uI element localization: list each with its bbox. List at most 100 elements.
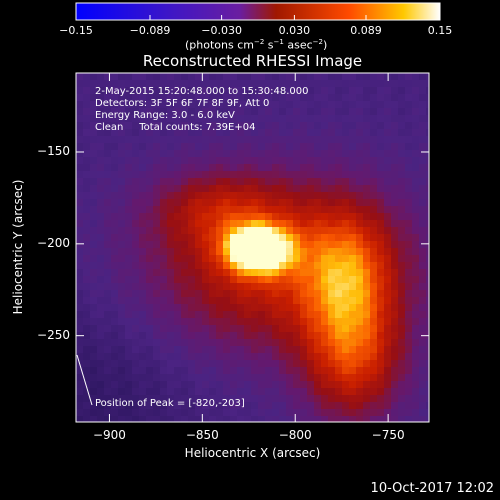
heatmap-cell xyxy=(181,290,189,298)
heatmap-cell xyxy=(237,374,245,382)
heatmap-cell xyxy=(83,353,91,361)
heatmap-cell xyxy=(188,185,196,193)
heatmap-cell xyxy=(258,94,266,102)
heatmap-cell xyxy=(412,339,420,347)
heatmap-cell xyxy=(244,185,252,193)
heatmap-cell xyxy=(223,213,231,221)
heatmap-cell xyxy=(307,248,315,256)
heatmap-cell xyxy=(405,332,413,340)
heatmap-cell xyxy=(279,101,287,109)
heatmap-cell xyxy=(153,227,161,235)
heatmap-cell xyxy=(230,402,238,410)
heatmap-cell xyxy=(104,304,112,312)
heatmap-cell xyxy=(356,129,364,137)
heatmap-cell xyxy=(279,241,287,249)
heatmap-cell xyxy=(195,241,203,249)
heatmap-cell xyxy=(293,381,301,389)
heatmap-cell xyxy=(412,199,420,207)
heatmap-cell xyxy=(83,94,91,102)
heatmap-cell xyxy=(209,381,217,389)
heatmap-cell xyxy=(153,129,161,137)
heatmap-cell xyxy=(391,269,399,277)
heatmap-cell xyxy=(216,192,224,200)
heatmap-cell xyxy=(384,332,392,340)
heatmap-cell xyxy=(90,262,98,270)
heatmap-cell xyxy=(160,143,168,151)
heatmap-cell xyxy=(223,409,231,417)
heatmap-cell xyxy=(118,220,126,228)
heatmap-cell xyxy=(300,157,308,165)
heatmap-cell xyxy=(188,248,196,256)
heatmap-cell xyxy=(258,150,266,158)
heatmap-cell xyxy=(412,87,420,95)
heatmap-cell xyxy=(307,388,315,396)
heatmap-cell xyxy=(286,136,294,144)
heatmap-cell xyxy=(237,73,245,81)
heatmap-cell xyxy=(335,367,343,375)
heatmap-cell xyxy=(300,374,308,382)
heatmap-cell xyxy=(279,283,287,291)
heatmap-cell xyxy=(286,150,294,158)
heatmap-cell xyxy=(181,164,189,172)
heatmap-cell xyxy=(279,94,287,102)
heatmap-cell xyxy=(195,192,203,200)
heatmap-cell xyxy=(412,395,420,403)
heatmap-cell xyxy=(90,136,98,144)
heatmap-cell xyxy=(419,136,427,144)
heatmap-cell xyxy=(307,395,315,403)
heatmap-cell xyxy=(153,157,161,165)
heatmap-cell xyxy=(139,388,147,396)
heatmap-cell xyxy=(237,304,245,312)
heatmap-cell xyxy=(335,87,343,95)
heatmap-cell xyxy=(188,325,196,333)
heatmap-cell xyxy=(377,213,385,221)
heatmap-cell xyxy=(188,178,196,186)
heatmap-cell xyxy=(412,234,420,242)
heatmap-cell xyxy=(174,388,182,396)
heatmap-cell xyxy=(244,332,252,340)
heatmap-cell xyxy=(230,416,238,422)
heatmap-cell xyxy=(230,80,238,88)
heatmap-cell xyxy=(209,164,217,172)
heatmap-cell xyxy=(377,157,385,165)
heatmap-cell xyxy=(398,304,406,312)
heatmap-cell xyxy=(342,129,350,137)
heatmap-cell xyxy=(195,178,203,186)
heatmap-cell xyxy=(293,395,301,403)
heatmap-cell xyxy=(76,164,84,172)
heatmap-cell xyxy=(265,199,273,207)
heatmap-cell xyxy=(349,136,357,144)
heatmap-cell xyxy=(76,388,84,396)
heatmap-cell xyxy=(370,171,378,179)
heatmap-cell xyxy=(391,325,399,333)
heatmap-cell xyxy=(300,269,308,277)
heatmap-cell xyxy=(328,136,336,144)
heatmap-cell xyxy=(265,101,273,109)
heatmap-cell xyxy=(230,129,238,137)
heatmap-cell xyxy=(328,360,336,368)
heatmap-cell xyxy=(209,129,217,137)
heatmap-cell xyxy=(412,220,420,228)
heatmap-cell xyxy=(111,227,119,235)
heatmap-cell xyxy=(307,353,315,361)
heatmap-cell xyxy=(237,213,245,221)
heatmap-cell xyxy=(398,318,406,326)
heatmap-cell xyxy=(90,206,98,214)
heatmap-cell xyxy=(251,269,259,277)
heatmap-cell xyxy=(356,101,364,109)
heatmap-cell xyxy=(181,150,189,158)
heatmap-cell xyxy=(118,101,126,109)
heatmap-cell xyxy=(391,94,399,102)
heatmap-cell xyxy=(251,381,259,389)
heatmap-cell xyxy=(90,304,98,312)
heatmap-cell xyxy=(321,227,329,235)
heatmap-cell xyxy=(139,234,147,242)
heatmap-cell xyxy=(76,122,84,130)
heatmap-cell xyxy=(188,409,196,417)
heatmap-cell xyxy=(419,311,427,319)
heatmap-cell xyxy=(167,136,175,144)
heatmap-cell xyxy=(181,227,189,235)
heatmap-cell xyxy=(342,381,350,389)
heatmap-cell xyxy=(139,416,147,422)
heatmap-cell xyxy=(356,402,364,410)
